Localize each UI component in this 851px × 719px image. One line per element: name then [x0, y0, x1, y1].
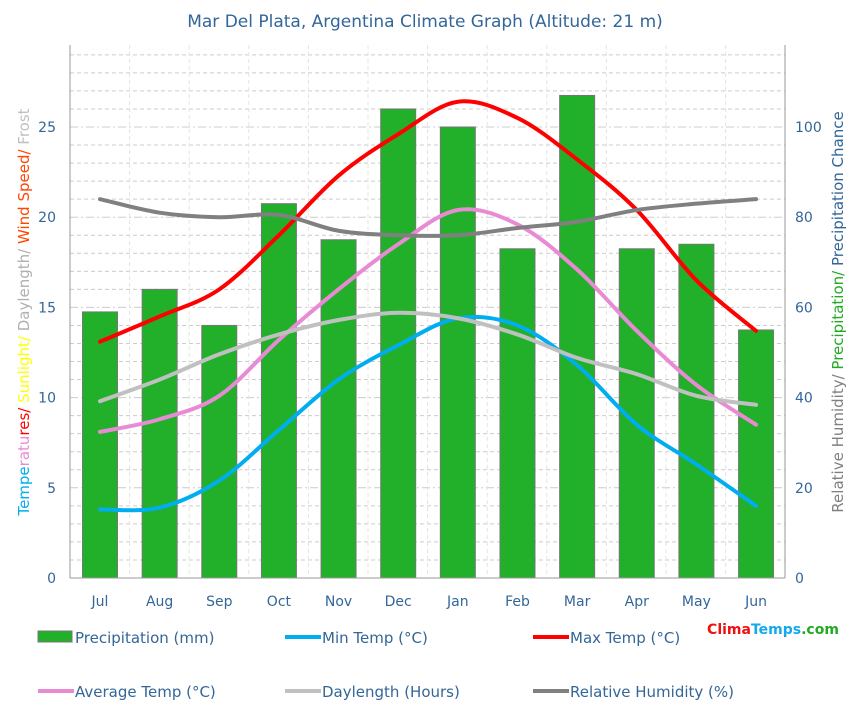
x-tick-label: Nov	[325, 594, 352, 610]
right-tick-label: 0	[795, 571, 804, 587]
right-tick-label: 60	[795, 300, 813, 316]
x-tick-label: Aug	[146, 594, 173, 610]
x-tick-label: May	[682, 594, 711, 610]
label-part: Precipitation Chance	[829, 111, 847, 266]
series-line	[98, 310, 759, 407]
x-tick-label: Jan	[446, 594, 469, 610]
legend-label: Daylength (Hours)	[322, 683, 460, 701]
label-part: Sunlight/	[15, 331, 33, 403]
left-tick-label: 5	[47, 481, 56, 497]
precipitation-bar	[678, 243, 715, 579]
x-tick-label: Jul	[91, 594, 109, 610]
label-part: Wind Speed/	[15, 145, 33, 244]
right-tick-label: 100	[795, 120, 822, 136]
chart-title: Mar Del Plata, Argentina Climate Graph (…	[187, 12, 663, 32]
label-part: Tempe	[15, 466, 33, 516]
precipitation-bar	[141, 288, 178, 579]
label-part: ratu	[15, 436, 33, 467]
x-tick-label: Oct	[267, 594, 292, 610]
x-tick-label: Feb	[505, 594, 530, 610]
label-part: res/	[15, 403, 33, 436]
left-tick-label: 0	[47, 571, 56, 587]
precipitation-bar	[439, 126, 476, 579]
left-axis-label: Temperatures/ Sunlight/ Daylength/ Wind …	[15, 108, 33, 516]
right-tick-label: 20	[795, 481, 813, 497]
label-part: Relative Humidity/	[829, 370, 847, 513]
label-part: .com	[801, 622, 839, 638]
precipitation-bar	[559, 94, 596, 579]
series-line	[98, 314, 759, 513]
series-line	[98, 207, 759, 434]
precipitation-bar	[320, 239, 357, 579]
x-tick-label: Sep	[206, 594, 233, 610]
label-part: Clima	[707, 622, 751, 638]
series-line	[98, 197, 759, 238]
legend-label: Min Temp (°C)	[322, 629, 428, 647]
precipitation-bar	[201, 324, 238, 579]
left-tick-label: 10	[38, 391, 56, 407]
series-line	[98, 99, 759, 344]
climatemps-logo: ClimaTemps.com	[707, 622, 839, 638]
precipitation-bar	[738, 329, 775, 579]
left-tick-label: 25	[38, 120, 56, 136]
left-tick-label: 20	[38, 210, 56, 226]
label-part: Frost	[15, 108, 33, 144]
x-tick-label: Mar	[564, 594, 591, 610]
label-part: Precipitation/	[829, 266, 847, 370]
legend-swatch	[37, 630, 73, 643]
x-tick-label: Apr	[625, 594, 649, 610]
right-tick-label: 80	[795, 210, 813, 226]
x-tick-label: Jun	[744, 594, 767, 610]
label-part: Daylength/	[15, 244, 33, 331]
precipitation-bar	[260, 203, 297, 579]
left-tick-label: 15	[38, 300, 56, 316]
right-tick-label: 40	[795, 391, 813, 407]
legend-label: Max Temp (°C)	[570, 629, 680, 647]
precipitation-bar	[82, 311, 118, 579]
legend-label: Relative Humidity (%)	[570, 683, 734, 701]
precipitation-bar	[499, 248, 536, 579]
legend-label: Precipitation (mm)	[75, 629, 214, 647]
legend-label: Average Temp (°C)	[75, 683, 216, 701]
x-tick-label: Dec	[385, 594, 412, 610]
right-axis-label: Relative Humidity/ Precipitation/ Precip…	[829, 111, 847, 512]
label-part: Temps	[751, 622, 801, 638]
